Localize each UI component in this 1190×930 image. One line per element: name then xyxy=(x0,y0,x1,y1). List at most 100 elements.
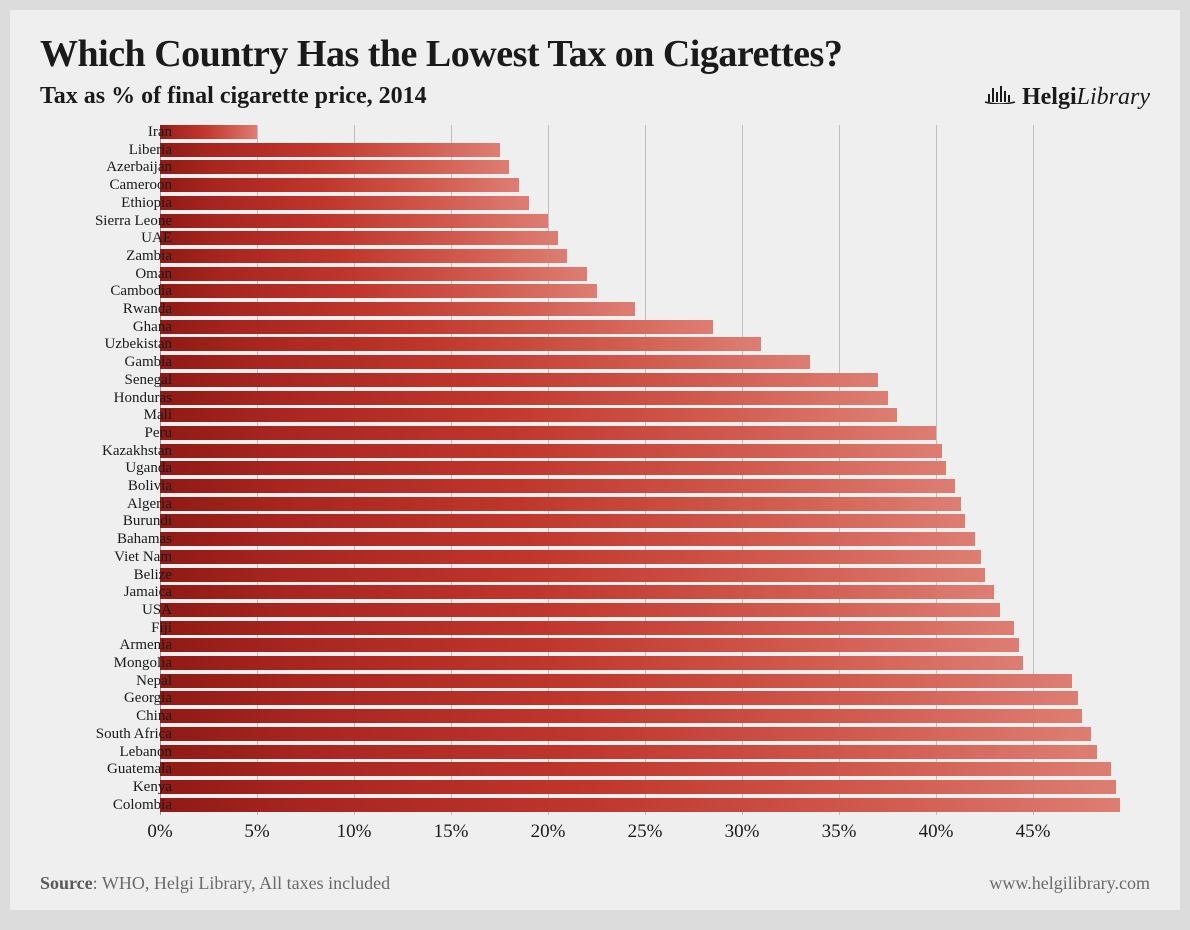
bar-row xyxy=(160,674,1072,688)
bar xyxy=(160,709,1082,723)
bar xyxy=(160,231,558,245)
y-label: Liberia xyxy=(129,141,172,159)
bar-row xyxy=(160,373,878,387)
bar xyxy=(160,691,1078,705)
y-label: Ghana xyxy=(133,318,172,336)
y-label: Sierra Leone xyxy=(95,212,172,230)
y-label: Cambodia xyxy=(110,282,172,300)
bar xyxy=(160,214,548,228)
y-label: Kazakhstan xyxy=(102,442,172,460)
y-label: Ethiopia xyxy=(121,194,172,212)
bar xyxy=(160,320,713,334)
y-label: Belize xyxy=(134,566,172,584)
bar xyxy=(160,125,257,139)
bar-row xyxy=(160,762,1111,776)
y-label: Uzbekistan xyxy=(105,335,172,353)
y-label: Burundi xyxy=(123,512,172,530)
bar xyxy=(160,514,965,528)
x-tick: 35% xyxy=(822,821,857,843)
bar-row xyxy=(160,568,985,582)
bar-row xyxy=(160,391,888,405)
chart-card: Which Country Has the Lowest Tax on Ciga… xyxy=(10,10,1180,910)
bar-row xyxy=(160,444,942,458)
y-label: Uganda xyxy=(125,459,172,477)
bar xyxy=(160,798,1120,812)
y-label: Viet Nam xyxy=(114,548,172,566)
bar xyxy=(160,178,519,192)
y-label: Mali xyxy=(144,406,172,424)
y-label: UAE xyxy=(141,229,172,247)
bar-row xyxy=(160,125,257,139)
bar xyxy=(160,391,888,405)
logo-text: HelgiLibrary xyxy=(1022,84,1150,111)
bar xyxy=(160,267,587,281)
y-label: Bolivia xyxy=(128,477,172,495)
bar xyxy=(160,762,1111,776)
bar xyxy=(160,355,810,369)
y-label: Jamaica xyxy=(124,583,172,601)
chart-area: 0%5%10%15%20%25%30%35%40%45%IranLiberiaA… xyxy=(40,125,1150,847)
x-tick: 45% xyxy=(1016,821,1051,843)
bar xyxy=(160,249,567,263)
bar xyxy=(160,585,994,599)
bar xyxy=(160,674,1072,688)
chart-subtitle: Tax as % of final cigarette price, 2014 xyxy=(40,83,427,110)
bar-row xyxy=(160,231,558,245)
bar xyxy=(160,143,500,157)
bar-row xyxy=(160,178,519,192)
source-text: Source: WHO, Helgi Library, All taxes in… xyxy=(40,873,390,894)
y-label: Bahamas xyxy=(117,530,172,548)
bar-row xyxy=(160,249,567,263)
bar xyxy=(160,461,946,475)
bar xyxy=(160,603,1000,617)
bar xyxy=(160,638,1019,652)
bar xyxy=(160,568,985,582)
bar xyxy=(160,373,878,387)
y-label: Nepal xyxy=(136,672,172,690)
y-label: China xyxy=(136,707,172,725)
bar-row xyxy=(160,497,961,511)
bar-row xyxy=(160,780,1116,794)
bar-row xyxy=(160,320,713,334)
bar-row xyxy=(160,585,994,599)
y-label: Senegal xyxy=(125,371,172,389)
bar xyxy=(160,497,961,511)
bar-row xyxy=(160,656,1023,670)
bar-row xyxy=(160,355,810,369)
bar-row xyxy=(160,621,1014,635)
bar-row xyxy=(160,532,975,546)
x-tick: 5% xyxy=(244,821,269,843)
bar xyxy=(160,550,981,564)
bar-row xyxy=(160,143,500,157)
x-tick: 10% xyxy=(337,821,372,843)
bar xyxy=(160,745,1097,759)
y-label: Fiji xyxy=(151,619,172,637)
y-label: South Africa xyxy=(96,725,172,743)
y-label: Lebanon xyxy=(120,743,172,761)
bar-row xyxy=(160,709,1082,723)
bar xyxy=(160,337,761,351)
bar xyxy=(160,426,936,440)
bar-row xyxy=(160,267,587,281)
bar xyxy=(160,196,529,210)
y-label: Rwanda xyxy=(123,300,172,318)
bar-row xyxy=(160,745,1097,759)
y-label: Honduras xyxy=(114,389,172,407)
chart-title: Which Country Has the Lowest Tax on Ciga… xyxy=(40,32,1150,76)
bar xyxy=(160,780,1116,794)
bar-row xyxy=(160,461,946,475)
x-tick: 40% xyxy=(919,821,954,843)
x-tick: 25% xyxy=(628,821,663,843)
y-label: Peru xyxy=(145,424,173,442)
bar xyxy=(160,479,955,493)
subtitle-row: Tax as % of final cigarette price, 2014 … xyxy=(40,82,1150,111)
bar xyxy=(160,532,975,546)
y-label: Cameroon xyxy=(110,176,172,194)
x-tick: 20% xyxy=(531,821,566,843)
y-label: Armenia xyxy=(120,636,172,654)
bar-row xyxy=(160,196,529,210)
bar-row xyxy=(160,426,936,440)
bar xyxy=(160,727,1091,741)
bar-row xyxy=(160,337,761,351)
y-label: Kenya xyxy=(133,778,172,796)
